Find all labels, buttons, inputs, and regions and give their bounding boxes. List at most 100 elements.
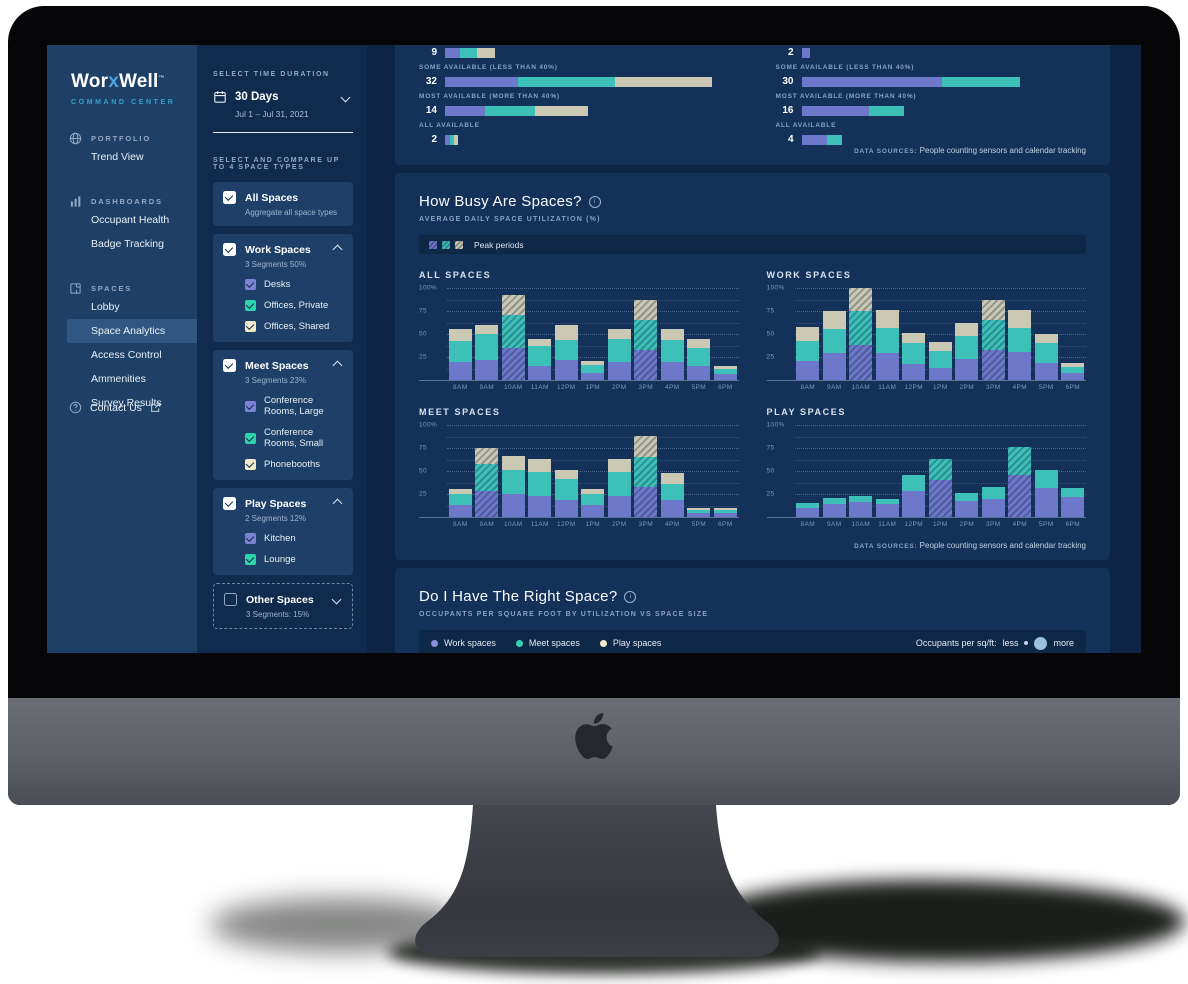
x-axis-label: 12PM	[556, 521, 576, 528]
checkbox-purple[interactable]	[245, 533, 256, 544]
bar-segment-purple	[796, 507, 820, 517]
stacked-bar	[875, 310, 899, 380]
stacked-bar	[475, 324, 499, 380]
checkbox-checked[interactable]	[223, 497, 236, 510]
sidebar-item-ammenities[interactable]: Ammenities	[91, 373, 146, 385]
segment-conference-rooms-large[interactable]: Conference Rooms, Large	[245, 395, 343, 417]
info-icon[interactable]: i	[588, 195, 601, 208]
sidebar-item-survey-results[interactable]: Survey Results	[91, 397, 162, 409]
stacked-bar	[796, 326, 820, 380]
chart-all-spaces: ALL SPACES 100% 75 50 25 8AM 9AM 10AM 11AM 12PM…	[419, 270, 739, 391]
peak-swatch-teal	[442, 240, 450, 249]
bar-segment-teal	[448, 494, 472, 505]
availability-group: 9 SOME AVAILABLE (LESS THAN 40%) 32	[419, 45, 730, 151]
nav-section-header: DASHBOARDS	[47, 195, 197, 208]
bar-segment-teal	[460, 47, 477, 58]
chart-slot-12pm	[553, 470, 580, 517]
chart-slot-2pm	[954, 322, 981, 380]
segment-offices-private[interactable]: Offices, Private	[245, 300, 343, 311]
space-type-card-work-spaces[interactable]: Work Spaces 3 Segments 50% Desks Offices…	[213, 234, 353, 342]
chevron-down-icon[interactable]	[331, 594, 342, 605]
info-icon[interactable]: i	[624, 590, 637, 603]
stacked-bar	[687, 507, 711, 517]
space-type-label: Play Spaces	[245, 497, 307, 510]
checkbox-teal[interactable]	[245, 300, 256, 311]
stacked-bar	[713, 366, 737, 380]
nav-section-label: SPACES	[91, 284, 133, 293]
checkbox-purple[interactable]	[245, 400, 256, 412]
space-type-card-all-spaces[interactable]: All Spaces Aggregate all space types	[213, 182, 353, 226]
space-type-card-meet-spaces[interactable]: Meet Spaces 3 Segments 23% Conference Ro…	[213, 350, 353, 480]
bar-segment-tan	[581, 360, 605, 366]
sidebar-item-badge-tracking[interactable]: Badge Tracking	[91, 238, 164, 250]
contact-us-link[interactable]: Contact Us	[69, 401, 161, 414]
sidebar-item-trend-view[interactable]: Trend View	[91, 151, 144, 163]
y-axis-tick: 75	[419, 307, 428, 315]
availability-bar	[445, 134, 458, 145]
y-axis-tick: 25	[766, 353, 775, 361]
chart-title: MEET SPACES	[419, 407, 501, 417]
segment-lounge[interactable]: Lounge	[245, 554, 343, 565]
availability-row: ALL AVAILABLE 4	[776, 122, 1087, 145]
checkbox-unchecked[interactable]	[224, 593, 237, 606]
y-axis-tick: 75	[766, 444, 775, 452]
availability-count: 9	[431, 47, 437, 58]
chevron-down-icon[interactable]	[340, 92, 351, 102]
checkbox-teal[interactable]	[245, 554, 256, 565]
bar-segment-tan	[634, 300, 658, 321]
checkbox-purple[interactable]	[245, 279, 256, 290]
bar-segment-teal	[475, 463, 499, 492]
sidebar-item-occupant-health[interactable]: Occupant Health	[91, 214, 170, 226]
segment-desks[interactable]: Desks	[245, 279, 343, 290]
x-axis-label: 2PM	[611, 521, 627, 528]
space-type-card-other-spaces[interactable]: Other Spaces 3 Segments: 15%	[213, 583, 353, 629]
sidebar-item-lobby[interactable]: Lobby	[91, 301, 120, 313]
bar-segment-tan	[554, 324, 578, 340]
chevron-up-icon[interactable]	[332, 498, 343, 509]
data-sources-value: People counting sensors and calendar tra…	[919, 541, 1086, 550]
bar-segment-teal	[941, 76, 1020, 87]
checkbox-checked[interactable]	[223, 359, 236, 372]
duration-selector[interactable]: 30 Days	[213, 90, 353, 104]
sidebar-item-access-control[interactable]: Access Control	[91, 349, 162, 361]
stacked-bar	[875, 498, 899, 517]
bar-segment-tan	[615, 76, 712, 87]
availability-row-label: ALL AVAILABLE	[775, 122, 837, 129]
checkbox-teal[interactable]	[245, 432, 256, 444]
stacked-bar	[1034, 334, 1058, 380]
bar-segment-purple	[554, 359, 578, 380]
chart-slot-10am	[500, 294, 527, 381]
bar-segment-purple	[902, 364, 926, 380]
question-circle-icon	[69, 401, 82, 414]
stacked-bar	[981, 300, 1005, 381]
chart-slot-2pm	[606, 329, 633, 380]
checkbox-checked[interactable]	[223, 191, 236, 204]
segment-phonebooths[interactable]: Phonebooths	[245, 459, 343, 470]
bar-segment-purple	[796, 360, 820, 380]
checkbox-cream[interactable]	[245, 321, 256, 332]
stacked-bar	[928, 342, 952, 380]
x-axis-label: 3PM	[638, 384, 654, 391]
space-type-meta: 3 Segments: 15%	[246, 610, 310, 619]
chart-work-spaces: WORK SPACES 100% 75 50 25 8AM 9AM 10AM 11AM 12P…	[766, 270, 1086, 391]
space-type-card-play-spaces[interactable]: Play Spaces 2 Segments 12% Kitchen Loung…	[213, 488, 353, 575]
sidebar-item-space-analytics[interactable]: Space Analytics	[67, 319, 197, 343]
segment-kitchen[interactable]: Kitchen	[245, 533, 343, 544]
availability-row-label: SOME AVAILABLE (LESS THAN 40%)	[775, 64, 915, 71]
chevron-up-icon[interactable]	[332, 360, 343, 371]
bar-segment-purple	[981, 498, 1005, 517]
segment-offices-shared[interactable]: Offices, Shared	[245, 321, 343, 332]
chevron-up-icon[interactable]	[332, 244, 343, 255]
bar-segment-teal	[849, 311, 873, 345]
bar-segment-purple	[501, 347, 525, 381]
bar-segment-teal	[475, 334, 499, 360]
segment-conference-rooms-small[interactable]: Conference Rooms, Small	[245, 427, 343, 449]
bar-chart-icon	[69, 195, 82, 208]
chart-slot-1pm	[927, 459, 954, 517]
nav-sections: PORTFOLIO Trend View DASHBOARDS Occupant…	[47, 132, 197, 415]
right-space-legend: Work spaces Meet spaces Play spaces Occu…	[419, 630, 1086, 653]
checkbox-checked[interactable]	[223, 243, 236, 256]
checkbox-cream[interactable]	[245, 459, 256, 470]
chart-slot-2pm	[954, 493, 981, 517]
bar-segment-teal	[981, 486, 1005, 499]
